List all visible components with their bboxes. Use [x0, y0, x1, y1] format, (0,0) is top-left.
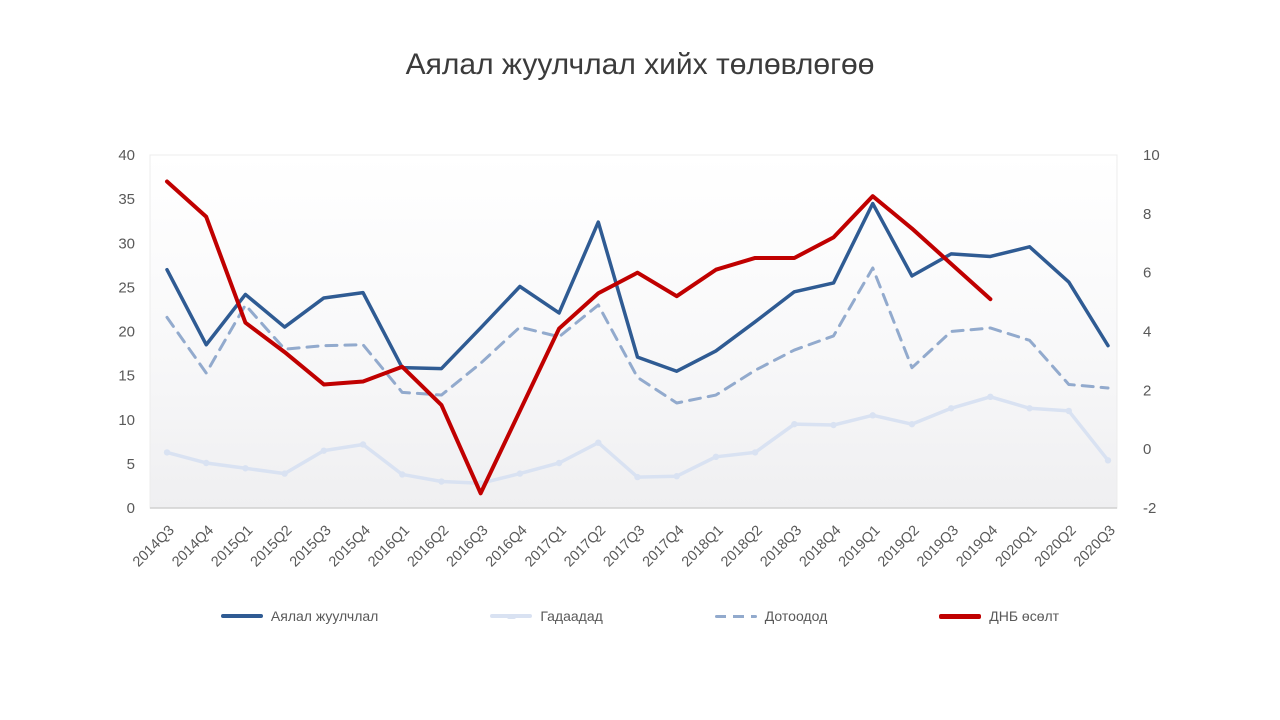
- svg-text:2015Q4: 2015Q4: [326, 523, 374, 571]
- legend-marker-dot: [506, 613, 516, 619]
- series-line-ayalal-juulchlal: [165, 201, 1110, 373]
- legend-item-dnb-osolt: ДНБ өсөлт: [939, 608, 1059, 624]
- svg-text:2018Q2: 2018Q2: [718, 523, 766, 571]
- series-line-dotoodod: [165, 266, 1110, 405]
- svg-text:2018Q4: 2018Q4: [797, 523, 845, 571]
- svg-text:2019Q2: 2019Q2: [875, 523, 923, 571]
- svg-text:0: 0: [127, 500, 135, 517]
- svg-text:20: 20: [118, 324, 135, 341]
- svg-text:2: 2: [1143, 382, 1151, 399]
- legend-line-sample-ayalal-juulchlal: [220, 614, 263, 618]
- svg-text:10: 10: [1143, 147, 1160, 164]
- left-axis-labels: 0 5 10 15 20 25 30 35 40: [118, 147, 135, 517]
- svg-text:2020Q3: 2020Q3: [1071, 523, 1119, 571]
- legend-label: Аялал жуулчлал: [270, 608, 379, 624]
- right-axis-labels: -2 0 2 4 6 8 10: [1143, 147, 1160, 517]
- svg-text:2018Q1: 2018Q1: [679, 523, 727, 571]
- svg-text:40: 40: [118, 147, 135, 164]
- svg-text:5: 5: [127, 456, 135, 473]
- svg-text:2014Q3: 2014Q3: [130, 523, 178, 571]
- svg-text:35: 35: [118, 191, 135, 208]
- svg-text:2017Q3: 2017Q3: [601, 523, 649, 571]
- svg-text:2019Q3: 2019Q3: [914, 523, 962, 571]
- legend-line-sample-dnb-osolt: [939, 613, 982, 619]
- svg-text:6: 6: [1143, 265, 1151, 282]
- plot-area: [149, 154, 1118, 509]
- legend-item-dotoodod: Дотоодод: [714, 608, 828, 624]
- svg-text:2015Q2: 2015Q2: [248, 523, 296, 571]
- svg-text:2014Q4: 2014Q4: [169, 523, 217, 571]
- legend-label: ДНБ өсөлт: [989, 608, 1060, 624]
- svg-text:2019Q1: 2019Q1: [836, 523, 884, 571]
- legend-line-sample-dotoodod: [714, 614, 757, 618]
- series-markers-gadaadad: [163, 393, 1112, 487]
- svg-text:2017Q1: 2017Q1: [522, 523, 570, 571]
- svg-text:8: 8: [1143, 206, 1151, 223]
- svg-text:2016Q2: 2016Q2: [404, 523, 452, 571]
- svg-text:-2: -2: [1143, 500, 1156, 517]
- x-axis-labels: 2014Q32014Q42015Q12015Q22015Q32015Q42016…: [130, 523, 1119, 571]
- svg-text:2015Q3: 2015Q3: [287, 523, 335, 571]
- svg-text:2016Q4: 2016Q4: [483, 523, 531, 571]
- svg-text:2016Q3: 2016Q3: [444, 523, 492, 571]
- legend-line-sample-gadaadad: [490, 613, 533, 619]
- svg-text:2020Q2: 2020Q2: [1032, 523, 1080, 571]
- svg-text:10: 10: [118, 412, 135, 429]
- svg-text:0: 0: [1143, 441, 1151, 458]
- legend-label: Гадаадад: [540, 608, 603, 624]
- chart-title: Аялал жуулчлал хийх төлөвлөгөө: [405, 48, 875, 81]
- series-line-dnb-osolt: [165, 179, 993, 496]
- chart-legend: Аялал жуулчлал Гадаадад Дотоодод ДНБ өсө…: [0, 608, 1280, 624]
- svg-text:2016Q1: 2016Q1: [365, 523, 413, 571]
- svg-text:2019Q4: 2019Q4: [953, 523, 1001, 571]
- svg-text:2018Q3: 2018Q3: [757, 523, 805, 571]
- svg-text:25: 25: [118, 279, 135, 296]
- legend-item-ayalal-juulchlal: Аялал жуулчлал: [220, 608, 379, 624]
- svg-text:4: 4: [1143, 324, 1151, 341]
- svg-text:2017Q4: 2017Q4: [640, 523, 688, 571]
- svg-text:2015Q1: 2015Q1: [208, 523, 256, 571]
- legend-label: Дотоодод: [764, 608, 828, 624]
- legend-item-gadaadad: Гадаадад: [490, 608, 603, 624]
- svg-text:2017Q2: 2017Q2: [561, 523, 609, 571]
- svg-text:30: 30: [118, 235, 135, 252]
- svg-text:2020Q1: 2020Q1: [993, 523, 1041, 571]
- svg-text:15: 15: [118, 368, 135, 385]
